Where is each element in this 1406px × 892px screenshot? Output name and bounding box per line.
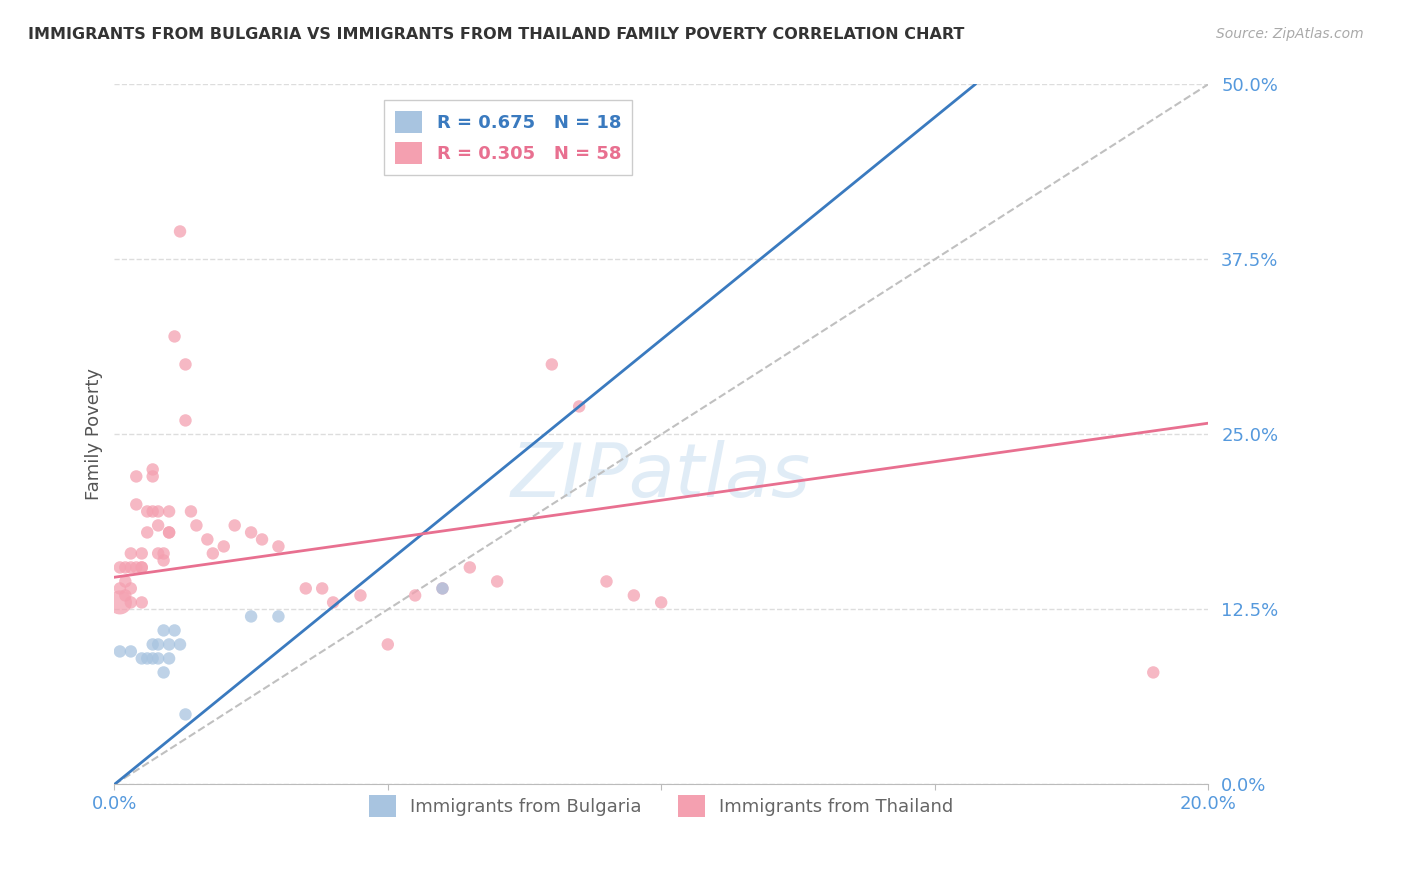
Point xyxy=(404,589,426,603)
Point xyxy=(152,665,174,680)
Point xyxy=(540,358,562,372)
Point xyxy=(311,582,333,596)
Point xyxy=(120,546,142,560)
Point xyxy=(157,525,180,540)
Point xyxy=(146,546,169,560)
Point xyxy=(152,553,174,567)
Point xyxy=(169,637,191,651)
Text: IMMIGRANTS FROM BULGARIA VS IMMIGRANTS FROM THAILAND FAMILY POVERTY CORRELATION : IMMIGRANTS FROM BULGARIA VS IMMIGRANTS F… xyxy=(28,27,965,42)
Point xyxy=(125,560,148,574)
Point xyxy=(114,560,136,574)
Point xyxy=(174,413,197,427)
Point xyxy=(142,637,165,651)
Point xyxy=(142,462,165,476)
Point xyxy=(108,582,131,596)
Point xyxy=(125,469,148,483)
Point xyxy=(568,400,591,414)
Point xyxy=(174,358,197,372)
Point xyxy=(349,589,371,603)
Point xyxy=(224,518,246,533)
Point xyxy=(157,637,180,651)
Point xyxy=(152,624,174,638)
Point xyxy=(195,533,218,547)
Point xyxy=(377,637,399,651)
Point xyxy=(240,609,263,624)
Point xyxy=(568,140,591,154)
Point xyxy=(136,651,159,665)
Point xyxy=(157,651,180,665)
Point xyxy=(432,582,454,596)
Point xyxy=(142,504,165,518)
Point xyxy=(114,589,136,603)
Point xyxy=(486,574,509,589)
Point xyxy=(146,651,169,665)
Point xyxy=(142,651,165,665)
Point xyxy=(108,595,131,609)
Point xyxy=(186,518,208,533)
Legend: Immigrants from Bulgaria, Immigrants from Thailand: Immigrants from Bulgaria, Immigrants fro… xyxy=(361,788,960,824)
Point xyxy=(131,546,153,560)
Text: ZIPatlas: ZIPatlas xyxy=(512,441,811,512)
Point xyxy=(136,525,159,540)
Point xyxy=(120,560,142,574)
Point xyxy=(152,546,174,560)
Point xyxy=(146,637,169,651)
Point xyxy=(120,644,142,658)
Point xyxy=(163,624,186,638)
Point xyxy=(267,609,290,624)
Text: Source: ZipAtlas.com: Source: ZipAtlas.com xyxy=(1216,27,1364,41)
Point xyxy=(163,329,186,343)
Point xyxy=(267,540,290,554)
Point xyxy=(108,644,131,658)
Point xyxy=(131,651,153,665)
Y-axis label: Family Poverty: Family Poverty xyxy=(86,368,103,500)
Point xyxy=(142,469,165,483)
Point xyxy=(131,560,153,574)
Point xyxy=(108,560,131,574)
Point xyxy=(114,574,136,589)
Point xyxy=(180,504,202,518)
Point xyxy=(212,540,235,554)
Point xyxy=(650,595,672,609)
Point xyxy=(294,582,316,596)
Point xyxy=(432,582,454,596)
Point xyxy=(157,504,180,518)
Point xyxy=(201,546,224,560)
Point xyxy=(157,525,180,540)
Point xyxy=(131,595,153,609)
Point xyxy=(458,560,481,574)
Point xyxy=(240,525,263,540)
Point xyxy=(595,574,617,589)
Point xyxy=(174,707,197,722)
Point xyxy=(136,504,159,518)
Point xyxy=(169,224,191,238)
Point xyxy=(120,582,142,596)
Point xyxy=(125,498,148,512)
Point xyxy=(131,560,153,574)
Point xyxy=(120,595,142,609)
Point xyxy=(250,533,273,547)
Point xyxy=(146,504,169,518)
Point xyxy=(1142,665,1164,680)
Point xyxy=(322,595,344,609)
Point xyxy=(146,518,169,533)
Point xyxy=(623,589,645,603)
